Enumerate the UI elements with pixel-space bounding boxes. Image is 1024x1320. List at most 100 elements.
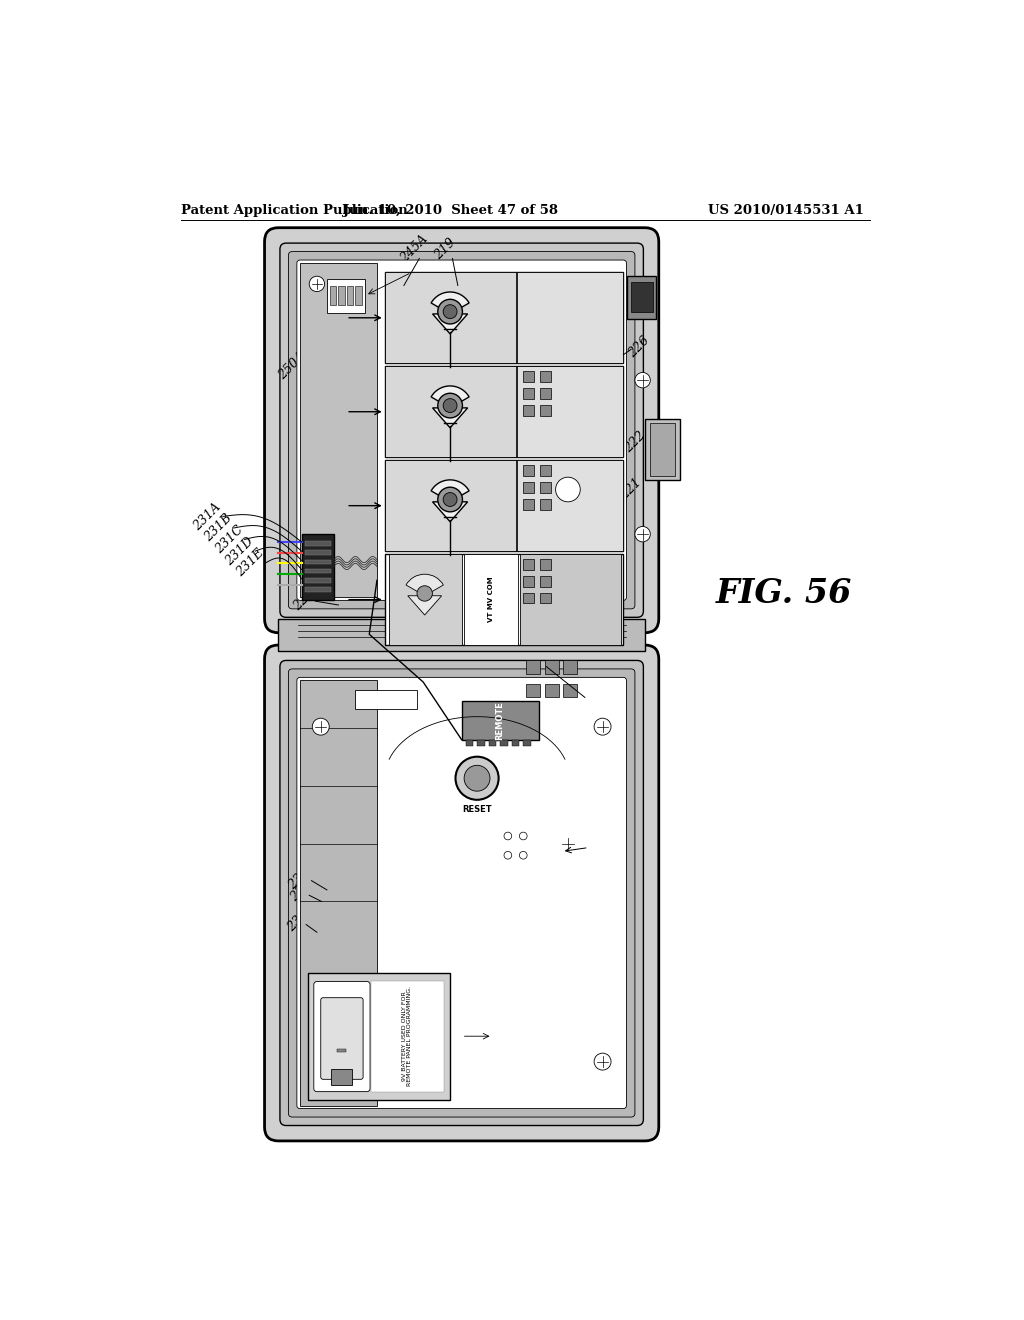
Bar xyxy=(523,593,535,603)
Bar xyxy=(300,681,377,1106)
Polygon shape xyxy=(408,595,441,615)
Text: 231E: 231E xyxy=(234,546,267,579)
Circle shape xyxy=(519,851,527,859)
Text: 225: 225 xyxy=(580,684,605,710)
Text: REMOTE: REMOTE xyxy=(496,701,505,741)
Circle shape xyxy=(417,586,432,601)
Bar xyxy=(526,684,541,697)
Bar xyxy=(327,279,366,313)
Bar xyxy=(385,272,515,363)
Circle shape xyxy=(594,718,611,735)
Bar xyxy=(541,576,551,586)
Bar xyxy=(520,554,621,645)
Circle shape xyxy=(443,492,457,507)
Text: 231B: 231B xyxy=(202,512,234,544)
Bar xyxy=(385,367,515,457)
Bar xyxy=(517,461,624,552)
Bar xyxy=(523,465,535,475)
Bar xyxy=(545,660,559,675)
Bar xyxy=(307,973,451,1100)
Bar xyxy=(541,371,551,381)
Bar xyxy=(462,701,539,739)
Bar xyxy=(355,286,361,305)
Circle shape xyxy=(443,399,457,413)
Bar xyxy=(541,593,551,603)
Wedge shape xyxy=(431,292,469,314)
Bar xyxy=(541,388,551,399)
Text: 231A: 231A xyxy=(191,500,224,533)
Bar xyxy=(541,482,551,492)
Bar xyxy=(301,535,334,599)
Bar xyxy=(371,981,444,1093)
Circle shape xyxy=(438,300,463,323)
Bar xyxy=(304,587,331,591)
Bar xyxy=(523,482,535,492)
Text: 231D: 231D xyxy=(223,535,257,568)
Circle shape xyxy=(504,832,512,840)
Bar xyxy=(279,619,645,651)
Polygon shape xyxy=(432,408,468,428)
Text: 222: 222 xyxy=(622,429,648,455)
Text: US 2010/0145531 A1: US 2010/0145531 A1 xyxy=(708,205,864,218)
Text: 219: 219 xyxy=(432,236,458,263)
Circle shape xyxy=(309,569,325,585)
Bar xyxy=(300,263,377,598)
Bar xyxy=(523,371,535,381)
Bar xyxy=(388,554,462,645)
Circle shape xyxy=(438,393,463,418)
Text: 235b: 235b xyxy=(286,861,317,892)
Text: 221: 221 xyxy=(617,477,644,503)
Polygon shape xyxy=(432,314,468,334)
Bar xyxy=(517,272,624,363)
Bar xyxy=(523,405,535,416)
Text: RESET: RESET xyxy=(462,805,492,813)
FancyBboxPatch shape xyxy=(280,660,643,1126)
Text: Jun. 10, 2010  Sheet 47 of 58: Jun. 10, 2010 Sheet 47 of 58 xyxy=(343,205,558,218)
Bar xyxy=(631,282,652,313)
Text: 220: 220 xyxy=(587,834,613,861)
Circle shape xyxy=(312,718,330,735)
FancyBboxPatch shape xyxy=(297,677,627,1109)
Circle shape xyxy=(504,851,512,859)
Bar xyxy=(355,689,417,709)
FancyBboxPatch shape xyxy=(289,252,635,609)
Bar xyxy=(304,541,331,545)
Bar xyxy=(541,405,551,416)
Bar xyxy=(385,367,624,457)
Bar xyxy=(385,272,624,363)
Text: 250A: 250A xyxy=(276,350,308,383)
Circle shape xyxy=(556,477,581,502)
Bar xyxy=(628,276,656,318)
Circle shape xyxy=(456,756,499,800)
Text: 235: 235 xyxy=(289,878,314,904)
Bar xyxy=(523,558,535,570)
Wedge shape xyxy=(431,385,469,408)
Bar xyxy=(545,684,559,697)
Text: 9V BATTERY USED ONLY FOR
REMOTE PANEL PROGRAMMING.: 9V BATTERY USED ONLY FOR REMOTE PANEL PR… xyxy=(401,986,413,1086)
Bar xyxy=(339,286,345,305)
Bar xyxy=(488,739,497,746)
Bar xyxy=(500,739,508,746)
Bar xyxy=(523,388,535,399)
Text: 239: 239 xyxy=(588,591,609,601)
FancyBboxPatch shape xyxy=(297,260,627,601)
Polygon shape xyxy=(432,502,468,521)
Bar xyxy=(385,554,624,645)
Bar xyxy=(526,660,541,675)
Bar xyxy=(330,286,336,305)
Text: VT MV COM: VT MV COM xyxy=(487,577,494,623)
Text: 245A: 245A xyxy=(397,234,430,265)
Bar xyxy=(649,424,675,475)
Wedge shape xyxy=(407,574,443,595)
Bar xyxy=(541,558,551,570)
Bar xyxy=(523,739,531,746)
Circle shape xyxy=(443,305,457,318)
Bar xyxy=(523,576,535,586)
Text: 231C: 231C xyxy=(213,523,246,556)
Bar xyxy=(304,550,331,554)
Bar xyxy=(385,461,515,552)
Circle shape xyxy=(594,1053,611,1071)
Bar xyxy=(563,684,578,697)
Bar xyxy=(347,286,353,305)
Text: 224: 224 xyxy=(291,586,316,612)
